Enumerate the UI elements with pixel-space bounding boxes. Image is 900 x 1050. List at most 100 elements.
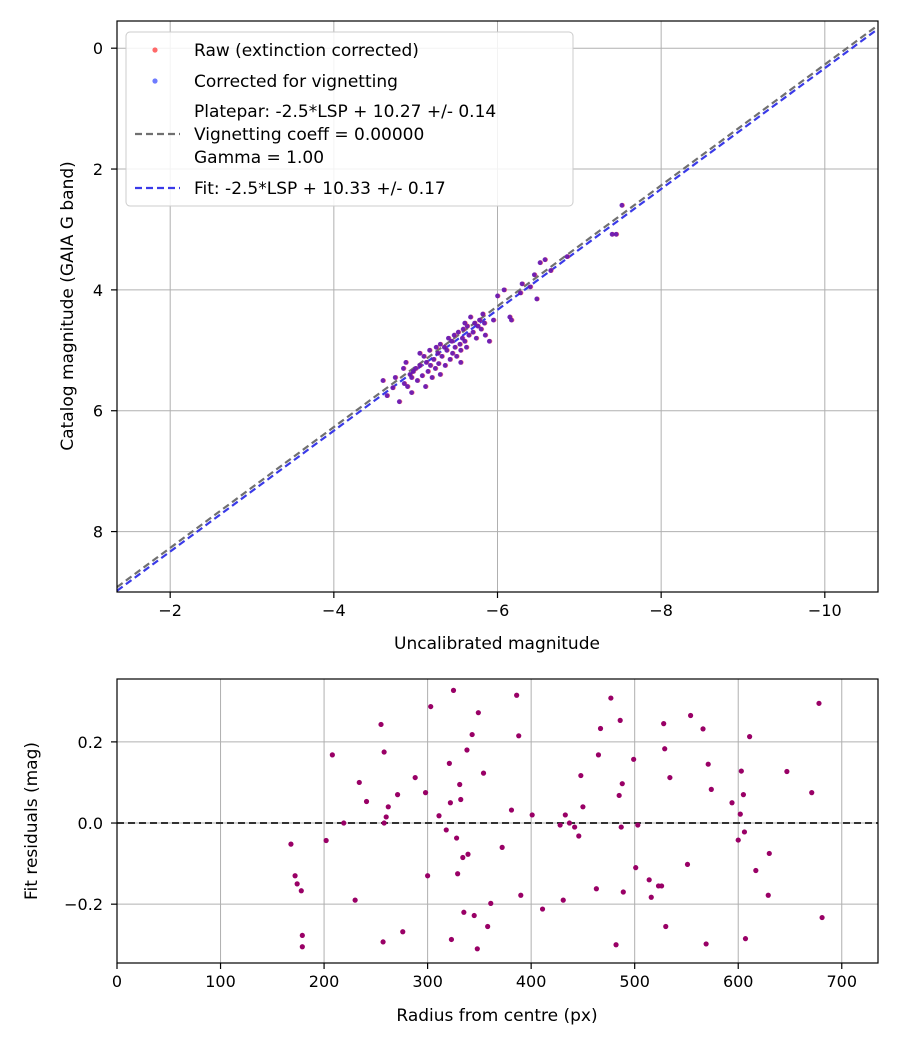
corrected-point (446, 335, 451, 341)
bottom-x-tick-label: 0 (112, 972, 122, 991)
top-x-tick-label: −4 (322, 601, 346, 620)
corrected-point (480, 311, 486, 317)
corrected-point (423, 384, 428, 389)
corrected-point (452, 344, 458, 350)
residual-point (753, 867, 759, 874)
legend-corrected-label: Corrected for vignetting (194, 72, 398, 92)
residual-point (809, 790, 815, 796)
residual-point (294, 881, 300, 887)
corrected-point (519, 281, 525, 287)
corrected-point (464, 344, 469, 350)
residual-point (474, 946, 480, 952)
residual-point (454, 835, 460, 841)
legend-raw-label: Raw (extinction corrected) (194, 41, 419, 61)
residual-point (469, 731, 475, 738)
corrected-point (609, 231, 615, 237)
residual-point (560, 897, 566, 903)
fit-line (116, 27, 879, 592)
residual-point (448, 936, 455, 943)
corrected-point (451, 332, 457, 338)
residual-point (447, 800, 453, 806)
top-x-tick-label: −6 (486, 601, 510, 620)
corrected-point (435, 350, 441, 356)
corrected-point (417, 350, 423, 356)
residual-point (443, 827, 449, 833)
corrected-point (468, 314, 473, 320)
residual-point (557, 822, 563, 828)
corrected-point (427, 347, 432, 353)
residual-point (400, 929, 406, 935)
corrected-point (437, 341, 443, 347)
residual-point (299, 944, 305, 950)
residual-point (475, 710, 481, 716)
corrected-point (429, 375, 435, 380)
residual-point (741, 829, 748, 835)
corrected-point (462, 320, 468, 326)
corrected-point (475, 323, 481, 329)
corrected-point (390, 385, 396, 391)
corrected-point (409, 375, 414, 380)
residual-point (539, 906, 546, 912)
residual-point (378, 721, 384, 728)
corrected-point (428, 363, 433, 368)
residual-point (508, 807, 515, 813)
residual-point (446, 760, 452, 766)
residual-point (593, 886, 599, 892)
corrected-point (439, 353, 445, 359)
bottom-y-axis-label: Fit residuals (mag) (22, 742, 42, 900)
corrected-point (473, 335, 479, 341)
corrected-point (442, 363, 448, 368)
corrected-point (432, 366, 438, 371)
residual-point (708, 786, 714, 792)
residual-point (516, 733, 522, 739)
corrected-point (495, 293, 500, 299)
corrected-point (466, 332, 472, 338)
residual-point (765, 892, 771, 898)
residual-point (617, 717, 623, 723)
residual-point (576, 833, 582, 839)
residual-point (816, 700, 822, 706)
corrected-point (470, 329, 476, 335)
corrected-point (421, 353, 427, 359)
corrected-point (509, 317, 514, 323)
top-y-tick-label: 0 (93, 39, 103, 58)
corrected-point (423, 359, 429, 365)
residual-point (450, 687, 457, 693)
legend-box (125, 31, 574, 207)
top-x-tick-label: −2 (158, 601, 182, 620)
residual-point (742, 936, 749, 942)
corrected-point (436, 361, 441, 366)
legend-platepar-line-1: Platepar: -2.5*LSP + 10.27 +/- 0.14 (194, 102, 496, 122)
corrected-point (384, 393, 390, 399)
residual-point (648, 894, 654, 900)
bottom-plot-frame (116, 678, 879, 964)
corrected-point (409, 390, 414, 396)
corrected-point (414, 378, 420, 383)
residual-point (659, 883, 665, 889)
corrected-point (460, 326, 466, 332)
residual-point (735, 837, 741, 843)
residual-point (381, 749, 387, 755)
residual-point (436, 813, 442, 819)
residual-point (819, 914, 825, 921)
residual-point (633, 865, 639, 871)
bottom-x-tick-label: 300 (412, 972, 443, 991)
residual-point (465, 851, 471, 857)
corrected-point (462, 338, 468, 344)
residual-point (729, 800, 735, 806)
corrected-point (455, 329, 461, 335)
bottom-x-tick-label: 500 (619, 972, 650, 991)
corrected-point (613, 231, 619, 237)
bottom-y-tick-label: 0.2 (78, 733, 103, 752)
residual-point (747, 734, 753, 740)
residual-point (705, 761, 711, 767)
residual-point (460, 854, 466, 861)
legend-platepar-line-3: Gamma = 1.00 (194, 148, 324, 168)
residual-point (766, 850, 772, 857)
residual-point (461, 909, 467, 915)
platepar-line (116, 24, 879, 589)
residual-point (687, 712, 694, 719)
residual-point (363, 798, 370, 805)
corrected-point (450, 350, 455, 356)
